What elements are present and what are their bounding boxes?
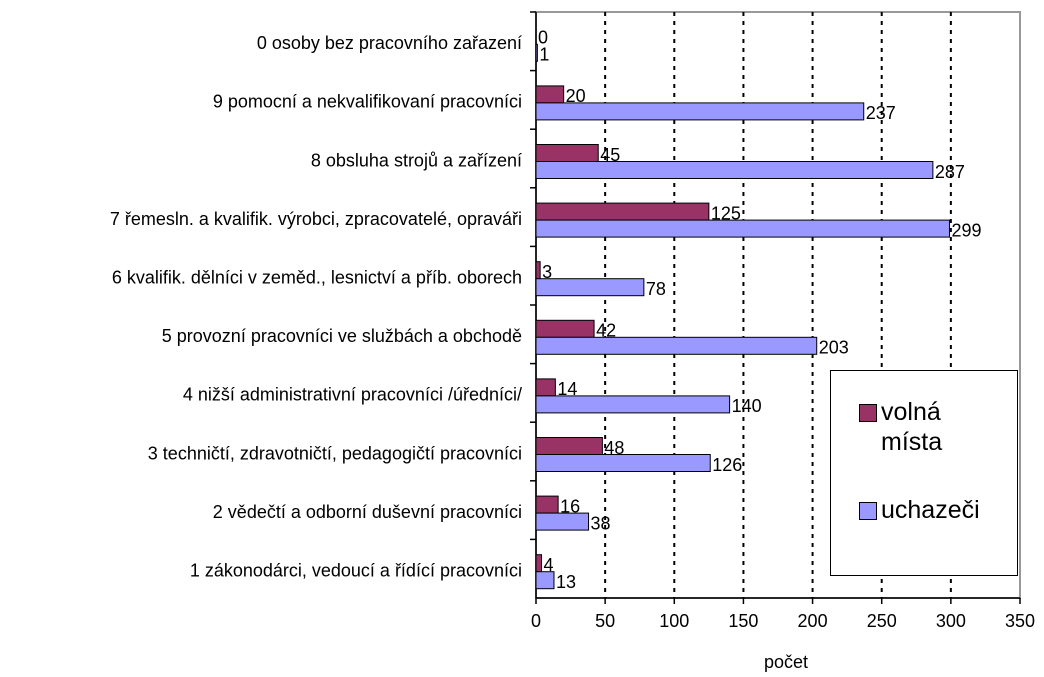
y-tick-label: 8 obsluha strojů a zařízení — [311, 150, 522, 170]
legend-swatch — [859, 404, 877, 422]
legend: volná místa uchazeči — [830, 370, 1018, 576]
bar — [535, 219, 950, 238]
x-tick-label: 350 — [1005, 611, 1035, 631]
y-tick-label: 4 nižší administrativní pracovníci /úřed… — [183, 385, 522, 405]
value-label: 78 — [646, 279, 666, 299]
bar — [535, 161, 934, 179]
y-tick-label: 2 vědečtí a odborní duševní pracovníci — [213, 502, 522, 522]
x-tick-label: 100 — [659, 611, 689, 631]
value-label: 14 — [557, 379, 577, 399]
value-label: 20 — [566, 86, 586, 106]
x-tick-label: 0 — [531, 611, 541, 631]
y-tick-label: 5 provozní pracovníci ve službách a obch… — [162, 326, 522, 346]
legend-item: volná místa — [859, 397, 1009, 457]
bar — [535, 144, 599, 162]
value-label: 299 — [951, 220, 981, 240]
x-axis-title: počet — [764, 652, 808, 672]
bar — [535, 102, 865, 121]
y-tick-label: 1 zákonodárci, vedoucí a řídící pracovní… — [190, 560, 522, 580]
bar — [535, 261, 541, 280]
value-label: 203 — [819, 338, 849, 358]
value-label: 4 — [544, 555, 554, 575]
value-label: 1 — [539, 45, 549, 65]
legend-item: uchazeči — [859, 495, 1009, 525]
x-tick-label: 250 — [867, 611, 897, 631]
bar — [535, 378, 556, 397]
value-label: 287 — [935, 162, 965, 182]
bar — [535, 437, 603, 455]
bar — [535, 85, 565, 104]
value-label: 0 — [538, 28, 548, 48]
x-tick-label: 50 — [595, 611, 615, 631]
bar — [535, 454, 711, 472]
value-label: 140 — [732, 396, 762, 416]
value-label: 126 — [712, 455, 742, 475]
legend-label: uchazeči — [881, 496, 980, 524]
x-tick-label: 200 — [798, 611, 828, 631]
bar — [535, 395, 731, 414]
bar — [535, 202, 710, 221]
x-tick-label: 150 — [728, 611, 758, 631]
bar — [535, 278, 645, 297]
value-label: 45 — [600, 145, 620, 165]
value-label: 16 — [560, 496, 580, 516]
bar — [535, 554, 543, 573]
value-label: 42 — [596, 321, 616, 341]
x-tick-label: 300 — [936, 611, 966, 631]
y-tick-label: 6 kvalifik. dělníci v zeměd., lesnictví … — [112, 267, 522, 287]
y-tick-label: 0 osoby bez pracovního zařazení — [257, 33, 522, 53]
y-tick-label: 7 řemesln. a kvalifik. výrobci, zpracova… — [110, 209, 522, 229]
bar — [535, 571, 555, 590]
bar — [535, 512, 590, 531]
y-tick-label: 9 pomocní a nekvalifikovaní pracovníci — [213, 92, 522, 112]
y-tick-label: 3 techničtí, zdravotničtí, pedagogičtí p… — [148, 443, 522, 463]
bar — [535, 319, 595, 338]
bar — [535, 336, 818, 355]
value-label: 125 — [711, 203, 741, 223]
value-label: 237 — [866, 103, 896, 123]
legend-swatch — [859, 502, 877, 520]
value-label: 3 — [542, 262, 552, 282]
bar — [535, 495, 559, 514]
value-label: 13 — [556, 572, 576, 592]
value-label: 48 — [604, 438, 624, 458]
value-label: 38 — [591, 513, 611, 533]
legend-label: volná místa — [881, 398, 943, 456]
bar — [535, 43, 538, 62]
